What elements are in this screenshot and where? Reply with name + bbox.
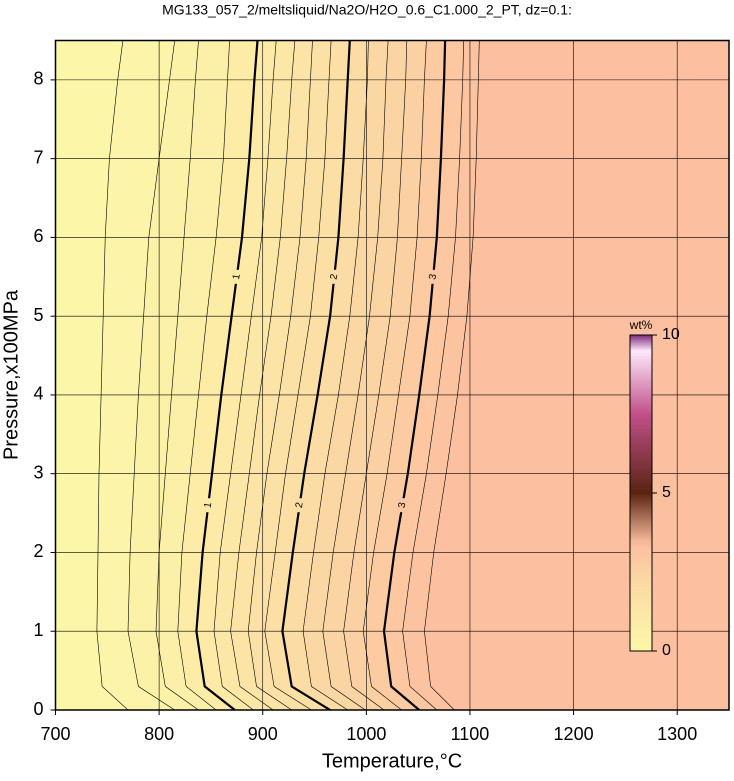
y-tick-label: 1	[33, 620, 43, 640]
y-tick-label: 4	[33, 384, 43, 404]
y-tick-label: 6	[33, 226, 43, 246]
contour-label-bg	[295, 498, 304, 513]
contour-label: 1	[231, 273, 243, 281]
colorbar-tick-label: 5	[662, 484, 671, 501]
contour-label-bg	[204, 498, 213, 513]
x-axis-label: Temperature,°C	[322, 750, 462, 772]
x-tick-label: 700	[40, 724, 70, 744]
colorbar-label: wt%	[629, 318, 653, 332]
contour-fill	[55, 40, 729, 710]
y-tick-label: 8	[33, 69, 43, 89]
contour-label-bg	[398, 498, 407, 513]
contour-band	[55, 40, 129, 710]
contour-label: 3	[397, 501, 409, 509]
contour-label: 2	[328, 273, 340, 281]
x-tick-label: 900	[248, 724, 278, 744]
x-tick-label: 1200	[554, 724, 594, 744]
contour-label-bg	[232, 269, 241, 284]
contour-label-bg	[330, 269, 339, 284]
y-tick-label: 0	[33, 699, 43, 719]
colorbar	[629, 334, 653, 652]
chart-title: MG133_057_2/meltsliquid/Na2O/H2O_0.6_C1.…	[162, 2, 572, 18]
plot-frame	[54, 39, 730, 711]
y-tick-label: 2	[33, 541, 43, 561]
colorbar-tick-label: 0	[662, 642, 671, 659]
colorbar-tick-label: 10	[662, 326, 680, 343]
y-axis-label: Pressure,x100MPa	[0, 289, 22, 460]
axes: 700 800 900 1000 1100 1200 1300 0 1 2 3 4 5 6 7 8 wt% 0 5 1…	[33, 39, 730, 744]
x-tick-label: 800	[144, 724, 174, 744]
contour-label: 2	[294, 501, 306, 509]
contour-label-bg	[429, 269, 438, 284]
contour-label: 1	[202, 501, 214, 509]
y-tick-label: 5	[33, 305, 43, 325]
x-tick-label: 1300	[657, 724, 697, 744]
contour-label: 3	[427, 273, 439, 281]
y-tick-label: 7	[33, 147, 43, 167]
x-tick-label: 1100	[451, 724, 490, 744]
y-tick-label: 3	[33, 462, 43, 482]
x-tick-label: 1000	[346, 724, 386, 744]
